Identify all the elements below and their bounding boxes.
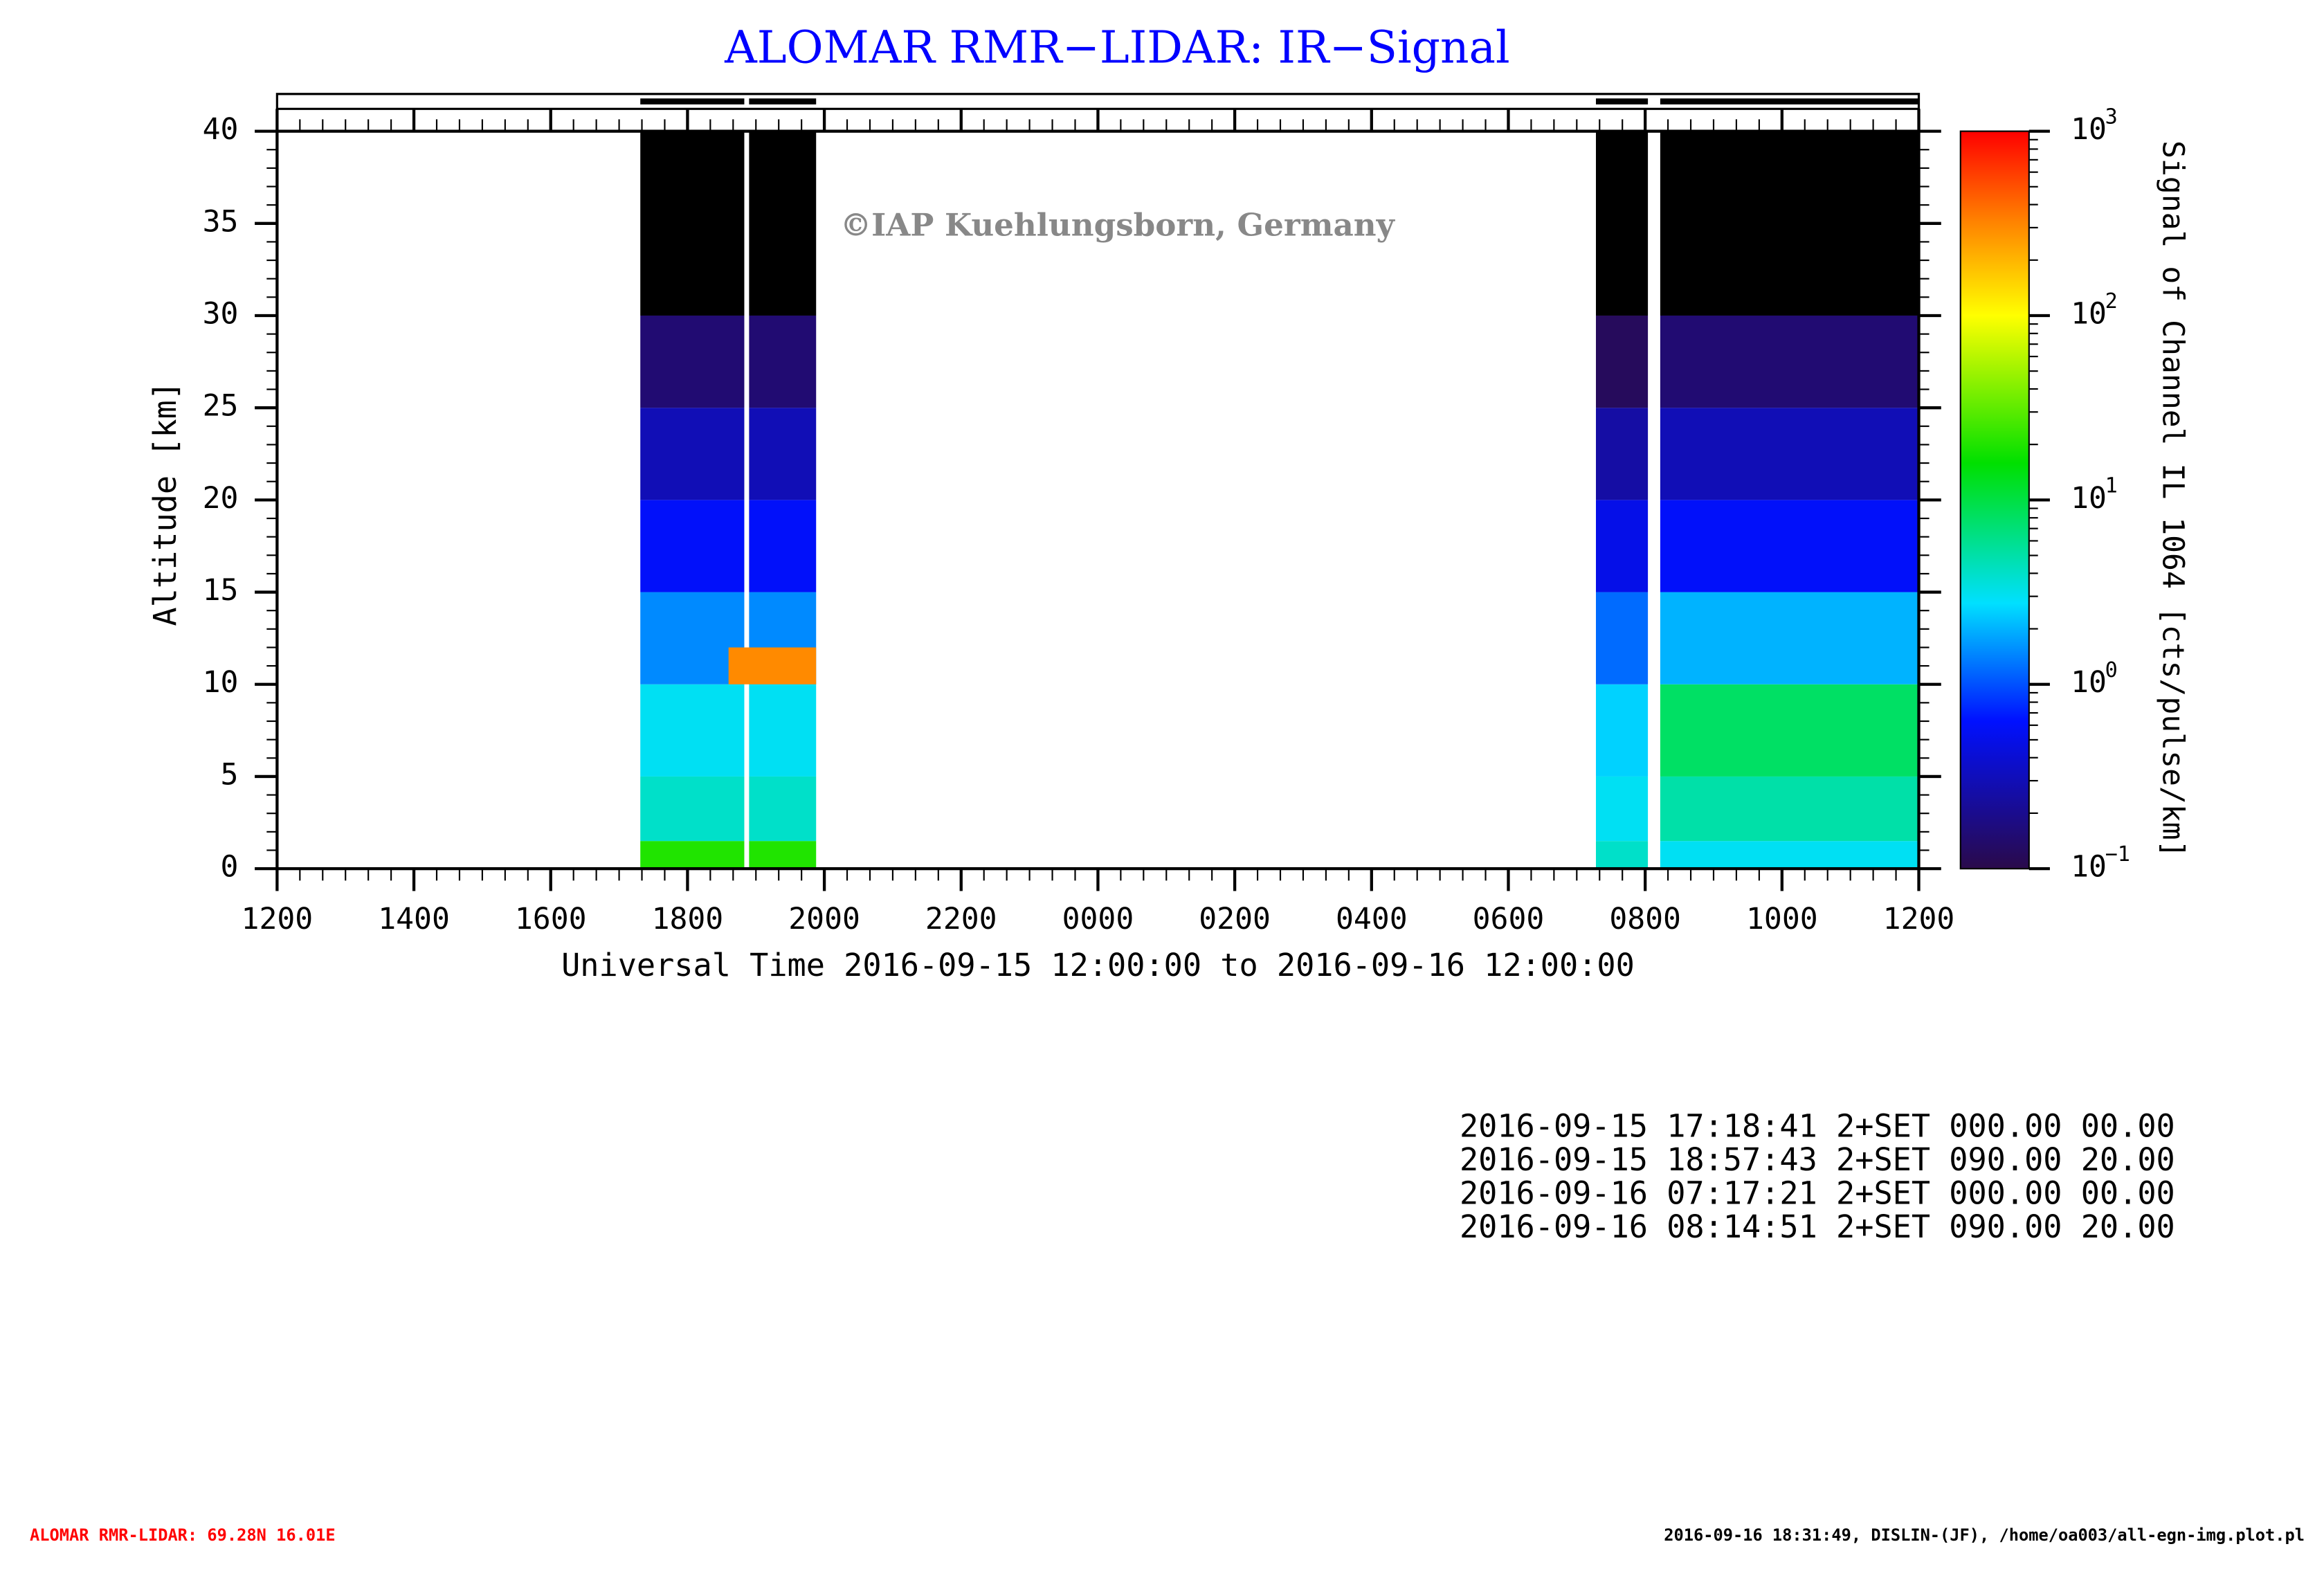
heatmap-cell (1660, 841, 1919, 869)
y-tick-label: 30 (203, 296, 239, 331)
x-tick-label: 2000 (788, 902, 860, 936)
heatmap-cell (749, 500, 817, 592)
colorbar-tick-label: 10 (2071, 481, 2107, 516)
colorbar-tick-exponent: 0 (2105, 658, 2118, 682)
heatmap-cell (1660, 776, 1919, 842)
colorbar (1959, 130, 2030, 870)
heatmap-cell (1595, 776, 1649, 842)
info-line: 2016-09-15 18:57:43 2+SET 090.00 20.00 (1460, 1141, 2175, 1178)
y-tick-label: 20 (203, 481, 239, 516)
heatmap-cell (640, 131, 745, 316)
heatmap-cell (1595, 684, 1649, 777)
x-tick-label: 2200 (925, 902, 997, 936)
heatmap-cell (640, 315, 745, 408)
heatmap-cell (1660, 592, 1919, 684)
colorbar-tick-label: 10 (2071, 850, 2107, 885)
x-axis-label: Universal Time 2016-09-15 12:00:00 to 20… (561, 947, 1635, 983)
x-tick-label: 1000 (1746, 902, 1818, 936)
heatmap-cell (1595, 131, 1649, 316)
measurement-bar (1660, 98, 1919, 105)
measurement-bar (1595, 98, 1649, 105)
colorbar-tick-label: 10 (2071, 296, 2107, 331)
x-tick-label: 1400 (378, 902, 450, 936)
x-tick-label: 0000 (1062, 902, 1134, 936)
colorbar-tick-label: 10 (2071, 112, 2107, 147)
heatmap-cell (1660, 684, 1919, 777)
y-tick-label: 5 (220, 757, 238, 792)
colorbar-tick-exponent: 1 (2105, 473, 2118, 498)
x-tick-label: 0200 (1199, 902, 1271, 936)
heatmap-cell (640, 408, 745, 500)
y-tick-label: 0 (220, 850, 238, 885)
heatmap-cell (640, 684, 745, 777)
heatmap-cell (1595, 315, 1649, 408)
heatmap-cell (640, 592, 745, 684)
colorbar-tick-exponent: 3 (2105, 105, 2118, 129)
x-tick-label: 0400 (1336, 902, 1408, 936)
x-tick-label: 1200 (242, 902, 314, 936)
heatmap-cell (749, 315, 817, 408)
plot-area (640, 131, 1919, 869)
heatmap-cell (640, 841, 745, 869)
colorbar-tick-exponent: −1 (2105, 842, 2130, 867)
heatmap-cell (1595, 841, 1649, 869)
chart-title: ALOMAR RMR−LIDAR: IR−Signal (724, 22, 1510, 74)
heatmap-cell (749, 841, 817, 869)
x-tick-label: 1800 (652, 902, 724, 936)
info-line: 2016-09-15 17:18:41 2+SET 000.00 00.00 (1460, 1108, 2175, 1145)
heatmap-cell (1660, 315, 1919, 408)
heatmap-cell (640, 776, 745, 842)
y-tick-label: 40 (203, 112, 239, 147)
info-line: 2016-09-16 08:14:51 2+SET 090.00 20.00 (1460, 1208, 2175, 1245)
info-line: 2016-09-16 07:17:21 2+SET 000.00 00.00 (1460, 1175, 2175, 1211)
x-tick-label: 1200 (1883, 902, 1955, 936)
y-tick-label: 10 (203, 665, 239, 700)
x-tick-label: 1600 (515, 902, 587, 936)
colorbar-tick-label: 10 (2071, 665, 2107, 700)
heatmap-cell (640, 500, 745, 592)
footer-right: 2016-09-16 18:31:49, DISLIN-(JF), /home/… (1664, 1525, 2305, 1545)
colorbar-tick-exponent: 2 (2105, 289, 2118, 314)
heatmap-cell (1660, 408, 1919, 500)
heatmap-cell (749, 684, 817, 777)
x-tick-label: 0800 (1609, 902, 1681, 936)
watermark: ©IAP Kuehlungsborn, Germany (840, 206, 1396, 243)
x-tick-label: 0600 (1473, 902, 1545, 936)
heatmap-cell (749, 131, 817, 316)
measurement-bar (749, 98, 817, 105)
y-tick-label: 15 (203, 573, 239, 608)
cloud-patch (728, 647, 817, 684)
footer-left: ALOMAR RMR-LIDAR: 69.28N 16.01E (30, 1525, 336, 1545)
heatmap-cell (1595, 592, 1649, 684)
heatmap-cell (1660, 131, 1919, 316)
heatmap-cell (1660, 500, 1919, 592)
y-tick-label: 35 (203, 204, 239, 239)
colorbar-label: Signal of Channel IL 1064 [cts/pulse/km] (2156, 140, 2190, 858)
y-tick-label: 25 (203, 389, 239, 424)
heatmap-cell (1595, 408, 1649, 500)
y-axis-label: Altitude [km] (147, 381, 183, 626)
measurement-bar (640, 98, 745, 105)
heatmap-cell (1595, 500, 1649, 592)
heatmap-cell (749, 776, 817, 842)
heatmap-cell (749, 408, 817, 500)
